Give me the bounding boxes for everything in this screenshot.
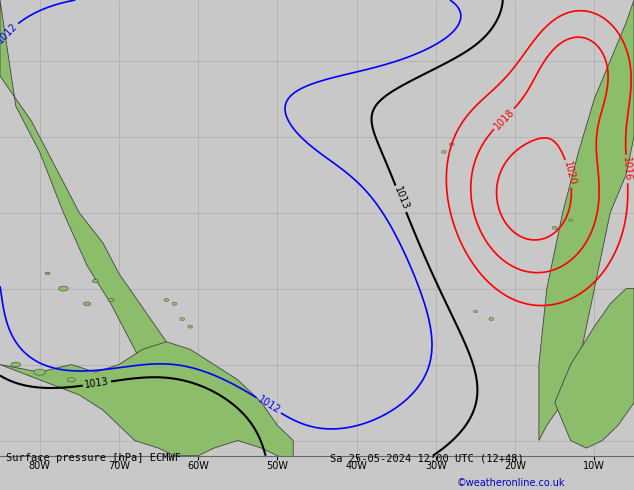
Ellipse shape <box>108 298 114 301</box>
Ellipse shape <box>441 150 446 153</box>
Ellipse shape <box>172 302 177 305</box>
Ellipse shape <box>552 226 557 229</box>
Ellipse shape <box>84 302 91 306</box>
Text: 1012: 1012 <box>0 21 20 46</box>
Polygon shape <box>555 289 634 448</box>
Ellipse shape <box>11 362 20 367</box>
Text: 1013: 1013 <box>84 377 110 391</box>
Polygon shape <box>539 0 634 441</box>
Ellipse shape <box>58 286 68 291</box>
Ellipse shape <box>45 272 50 274</box>
Text: 1020: 1020 <box>562 161 577 187</box>
Text: Sa 25-05-2024 12:00 UTC (12+48): Sa 25-05-2024 12:00 UTC (12+48) <box>330 453 524 463</box>
Polygon shape <box>0 0 230 441</box>
Ellipse shape <box>474 310 477 313</box>
Ellipse shape <box>164 298 169 301</box>
Ellipse shape <box>489 318 494 320</box>
Text: ©weatheronline.co.uk: ©weatheronline.co.uk <box>456 478 565 488</box>
Polygon shape <box>0 342 293 464</box>
Ellipse shape <box>92 279 98 283</box>
Text: 1012: 1012 <box>256 394 282 416</box>
Ellipse shape <box>188 325 193 328</box>
Text: 1013: 1013 <box>392 186 410 212</box>
Text: 1016: 1016 <box>621 156 633 182</box>
Ellipse shape <box>450 143 454 146</box>
Ellipse shape <box>180 318 184 320</box>
Text: Surface pressure [hPa] ECMWF: Surface pressure [hPa] ECMWF <box>6 453 181 463</box>
Ellipse shape <box>67 378 75 382</box>
Ellipse shape <box>34 369 46 375</box>
Text: 1018: 1018 <box>492 106 516 131</box>
Ellipse shape <box>569 219 573 221</box>
